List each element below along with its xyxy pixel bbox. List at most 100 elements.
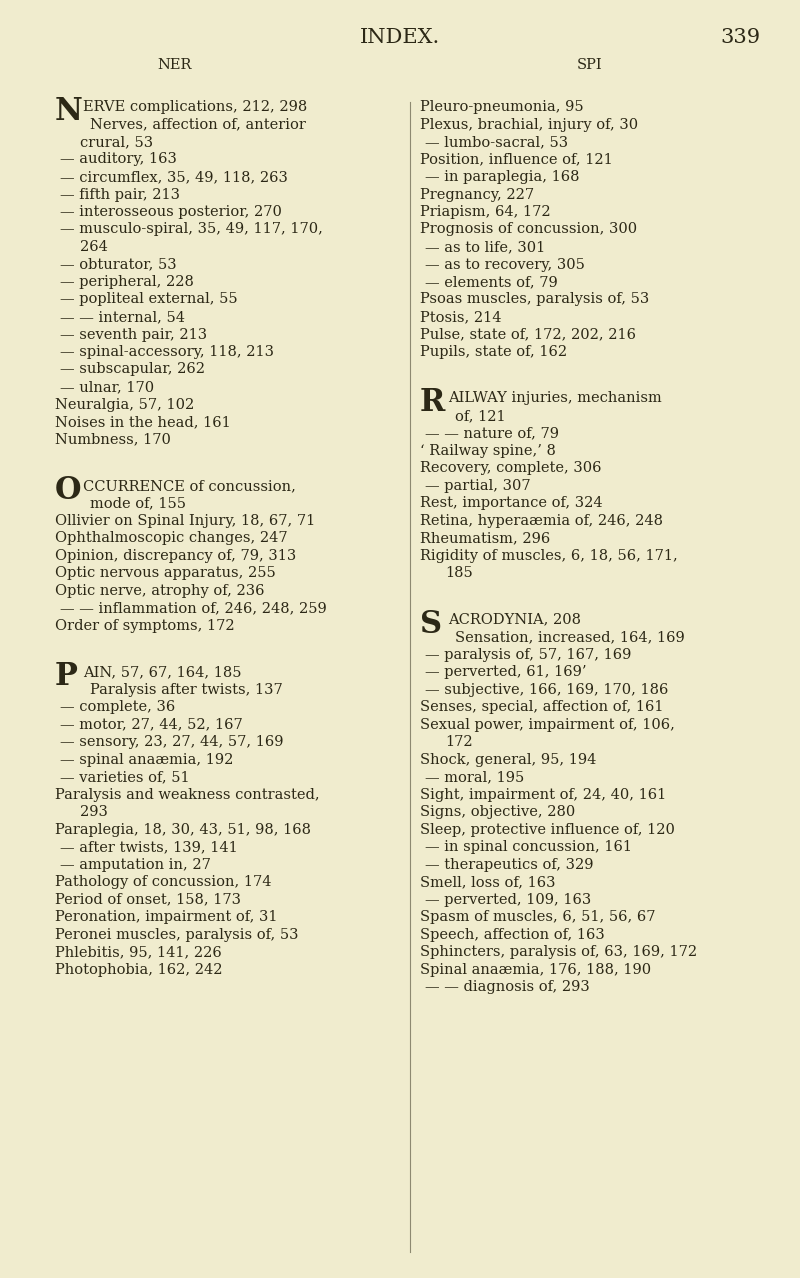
Text: — perverted, 109, 163: — perverted, 109, 163 [425, 893, 591, 907]
Text: Plexus, brachial, injury of, 30: Plexus, brachial, injury of, 30 [420, 118, 638, 132]
Text: — sensory, 23, 27, 44, 57, 169: — sensory, 23, 27, 44, 57, 169 [60, 735, 283, 749]
Text: Pupils, state of, 162: Pupils, state of, 162 [420, 345, 567, 359]
Text: Smell, loss of, 163: Smell, loss of, 163 [420, 875, 555, 889]
Text: Pulse, state of, 172, 202, 216: Pulse, state of, 172, 202, 216 [420, 327, 636, 341]
Text: CCURRENCE of concussion,: CCURRENCE of concussion, [83, 479, 296, 493]
Text: — as to recovery, 305: — as to recovery, 305 [425, 257, 585, 271]
Text: Shock, general, 95, 194: Shock, general, 95, 194 [420, 753, 596, 767]
Text: — motor, 27, 44, 52, 167: — motor, 27, 44, 52, 167 [60, 718, 242, 732]
Text: — paralysis of, 57, 167, 169: — paralysis of, 57, 167, 169 [425, 648, 631, 662]
Text: — — diagnosis of, 293: — — diagnosis of, 293 [425, 980, 590, 994]
Text: — spinal anaæmia, 192: — spinal anaæmia, 192 [60, 753, 234, 767]
Text: Sight, impairment of, 24, 40, 161: Sight, impairment of, 24, 40, 161 [420, 787, 666, 801]
Text: Sphincters, paralysis of, 63, 169, 172: Sphincters, paralysis of, 63, 169, 172 [420, 946, 697, 960]
Text: mode of, 155: mode of, 155 [90, 496, 186, 510]
Text: ‘ Railway spine,’ 8: ‘ Railway spine,’ 8 [420, 443, 556, 458]
Text: Pleuro-pneumonia, 95: Pleuro-pneumonia, 95 [420, 100, 584, 114]
Text: Ollivier on Spinal Injury, 18, 67, 71: Ollivier on Spinal Injury, 18, 67, 71 [55, 514, 315, 528]
Text: — in spinal concussion, 161: — in spinal concussion, 161 [425, 840, 632, 854]
Text: AIN, 57, 67, 164, 185: AIN, 57, 67, 164, 185 [83, 666, 242, 679]
Text: — obturator, 53: — obturator, 53 [60, 257, 177, 271]
Text: — lumbo-sacral, 53: — lumbo-sacral, 53 [425, 135, 568, 150]
Text: N: N [55, 96, 83, 127]
Text: — peripheral, 228: — peripheral, 228 [60, 275, 194, 289]
Text: — varieties of, 51: — varieties of, 51 [60, 771, 190, 785]
Text: — — internal, 54: — — internal, 54 [60, 311, 185, 325]
Text: ACRODYNIA, 208: ACRODYNIA, 208 [448, 612, 581, 626]
Text: — amputation in, 27: — amputation in, 27 [60, 858, 211, 872]
Text: — — nature of, 79: — — nature of, 79 [425, 427, 559, 441]
Text: — fifth pair, 213: — fifth pair, 213 [60, 188, 180, 202]
Text: ERVE complications, 212, 298: ERVE complications, 212, 298 [83, 100, 307, 114]
Text: Period of onset, 158, 173: Period of onset, 158, 173 [55, 893, 241, 907]
Text: — spinal-accessory, 118, 213: — spinal-accessory, 118, 213 [60, 345, 274, 359]
Text: O: O [55, 475, 82, 506]
Text: P: P [55, 661, 78, 693]
Text: Paraplegia, 18, 30, 43, 51, 98, 168: Paraplegia, 18, 30, 43, 51, 98, 168 [55, 823, 311, 837]
Text: Speech, affection of, 163: Speech, affection of, 163 [420, 928, 605, 942]
Text: — seventh pair, 213: — seventh pair, 213 [60, 327, 207, 341]
Text: Sensation, increased, 164, 169: Sensation, increased, 164, 169 [455, 630, 685, 644]
Text: NER: NER [158, 58, 192, 72]
Text: Retina, hyperaæmia of, 246, 248: Retina, hyperaæmia of, 246, 248 [420, 514, 663, 528]
Text: Opinion, discrepancy of, 79, 313: Opinion, discrepancy of, 79, 313 [55, 548, 296, 562]
Text: — in paraplegia, 168: — in paraplegia, 168 [425, 170, 579, 184]
Text: Spinal anaæmia, 176, 188, 190: Spinal anaæmia, 176, 188, 190 [420, 962, 651, 976]
Text: 264: 264 [80, 240, 108, 254]
Text: R: R [420, 387, 446, 418]
Text: — therapeutics of, 329: — therapeutics of, 329 [425, 858, 594, 872]
Text: crural, 53: crural, 53 [80, 135, 153, 150]
Text: — circumflex, 35, 49, 118, 263: — circumflex, 35, 49, 118, 263 [60, 170, 288, 184]
Text: Signs, objective, 280: Signs, objective, 280 [420, 805, 575, 819]
Text: Sleep, protective influence of, 120: Sleep, protective influence of, 120 [420, 823, 675, 837]
Text: — partial, 307: — partial, 307 [425, 479, 530, 493]
Text: Psoas muscles, paralysis of, 53: Psoas muscles, paralysis of, 53 [420, 293, 650, 307]
Text: 293: 293 [80, 805, 108, 819]
Text: Prognosis of concussion, 300: Prognosis of concussion, 300 [420, 222, 637, 236]
Text: — auditory, 163: — auditory, 163 [60, 152, 177, 166]
Text: 339: 339 [720, 28, 760, 47]
Text: Rest, importance of, 324: Rest, importance of, 324 [420, 496, 602, 510]
Text: Spasm of muscles, 6, 51, 56, 67: Spasm of muscles, 6, 51, 56, 67 [420, 910, 655, 924]
Text: Priapism, 64, 172: Priapism, 64, 172 [420, 204, 550, 219]
Text: — musculo-spiral, 35, 49, 117, 170,: — musculo-spiral, 35, 49, 117, 170, [60, 222, 323, 236]
Text: — ulnar, 170: — ulnar, 170 [60, 380, 154, 394]
Text: SPI: SPI [577, 58, 603, 72]
Text: — moral, 195: — moral, 195 [425, 771, 524, 785]
Text: — subscapular, 262: — subscapular, 262 [60, 363, 205, 377]
Text: — elements of, 79: — elements of, 79 [425, 275, 558, 289]
Text: Phlebitis, 95, 141, 226: Phlebitis, 95, 141, 226 [55, 946, 222, 960]
Text: Ptosis, 214: Ptosis, 214 [420, 311, 502, 325]
Text: Rheumatism, 296: Rheumatism, 296 [420, 532, 550, 546]
Text: 185: 185 [445, 566, 473, 580]
Text: 172: 172 [445, 735, 473, 749]
Text: Ophthalmoscopic changes, 247: Ophthalmoscopic changes, 247 [55, 532, 288, 546]
Text: Recovery, complete, 306: Recovery, complete, 306 [420, 461, 602, 475]
Text: Paralysis and weakness contrasted,: Paralysis and weakness contrasted, [55, 787, 320, 801]
Text: — as to life, 301: — as to life, 301 [425, 240, 546, 254]
Text: Paralysis after twists, 137: Paralysis after twists, 137 [90, 682, 282, 697]
Text: Position, influence of, 121: Position, influence of, 121 [420, 152, 613, 166]
Text: Peronei muscles, paralysis of, 53: Peronei muscles, paralysis of, 53 [55, 928, 298, 942]
Text: Pregnancy, 227: Pregnancy, 227 [420, 188, 534, 202]
Text: Pathology of concussion, 174: Pathology of concussion, 174 [55, 875, 271, 889]
Text: Optic nervous apparatus, 255: Optic nervous apparatus, 255 [55, 566, 276, 580]
Text: INDEX.: INDEX. [360, 28, 440, 47]
Text: AILWAY injuries, mechanism: AILWAY injuries, mechanism [448, 391, 662, 405]
Text: — perverted, 61, 169’: — perverted, 61, 169’ [425, 666, 586, 679]
Text: Sexual power, impairment of, 106,: Sexual power, impairment of, 106, [420, 718, 675, 732]
Text: — subjective, 166, 169, 170, 186: — subjective, 166, 169, 170, 186 [425, 682, 668, 697]
Text: Photophobia, 162, 242: Photophobia, 162, 242 [55, 962, 222, 976]
Text: Neuralgia, 57, 102: Neuralgia, 57, 102 [55, 397, 194, 412]
Text: Noises in the head, 161: Noises in the head, 161 [55, 415, 230, 429]
Text: — complete, 36: — complete, 36 [60, 700, 175, 714]
Text: Senses, special, affection of, 161: Senses, special, affection of, 161 [420, 700, 663, 714]
Text: Optic nerve, atrophy of, 236: Optic nerve, atrophy of, 236 [55, 584, 265, 598]
Text: Peronation, impairment of, 31: Peronation, impairment of, 31 [55, 910, 278, 924]
Text: Numbness, 170: Numbness, 170 [55, 432, 171, 446]
Text: — popliteal external, 55: — popliteal external, 55 [60, 293, 238, 307]
Text: — interosseous posterior, 270: — interosseous posterior, 270 [60, 204, 282, 219]
Text: — — inflammation of, 246, 248, 259: — — inflammation of, 246, 248, 259 [60, 602, 326, 616]
Text: of, 121: of, 121 [455, 409, 506, 423]
Text: — after twists, 139, 141: — after twists, 139, 141 [60, 840, 238, 854]
